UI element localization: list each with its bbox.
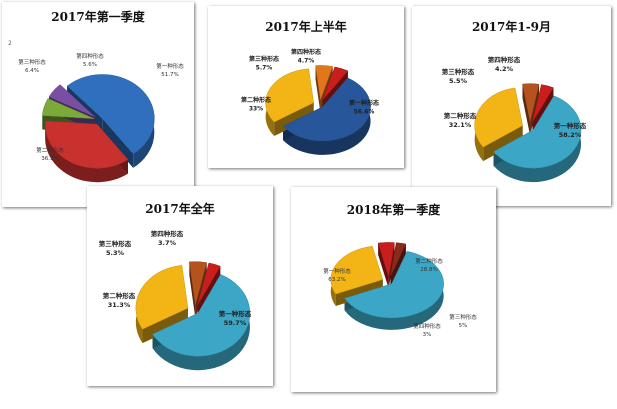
- pie-slice-edge-3: [189, 261, 196, 319]
- slice-value-label: 3.7%: [158, 239, 177, 247]
- slice-value-label: 4.7%: [298, 58, 315, 65]
- pie-slice-edge-3: [530, 84, 539, 136]
- slice-value-label: 31.3%: [108, 301, 131, 309]
- slice-label: 第二种形态: [103, 291, 136, 300]
- slice-value-label: 3%: [423, 332, 432, 338]
- pie-slice-3: [42, 98, 95, 119]
- pie-slice-1: [344, 251, 444, 319]
- pie-slice-3: [377, 242, 395, 277]
- slice-value-label: 5.3%: [106, 249, 125, 257]
- pie-slice-side-2: [45, 120, 128, 183]
- chart-title: 2017年1-9月: [471, 20, 552, 34]
- pie-slices: [265, 65, 371, 155]
- pie-slice-edge-4: [390, 244, 406, 289]
- stray-text: 2: [8, 40, 12, 47]
- chart-title: 2017年全年: [145, 202, 215, 216]
- slice-label: 第四种形态: [290, 48, 321, 56]
- slice-label: 第四种形态: [488, 55, 521, 64]
- pie-slice-edge-3: [315, 65, 321, 114]
- chart-panel-2018-q1: 2018年第一季度 第一种形态 63.2% 第二种形态 28.8% 第三种形态 5% 第四种…: [291, 187, 496, 392]
- chart-panel-2017-full-year: 2017年全年 第一种形态 59.7% 第二种形态 31.3% 第三种形态 5.3% 第四种…: [87, 186, 273, 386]
- slice-label: 第二种形态: [444, 111, 477, 120]
- slice-label: 第四种形态: [151, 229, 184, 238]
- slice-value-label: 4.2%: [495, 65, 514, 73]
- pie-slice-2: [265, 68, 314, 123]
- chart-panel-2017-h1: 2017年上半年 第一种形态 56.6% 第二种形态 33% 第三种形态 5.7% 第四种形…: [208, 6, 404, 168]
- pie-slice-4: [532, 84, 554, 123]
- pie-slice-edge-2: [483, 125, 523, 162]
- pie-slice-4: [390, 242, 407, 277]
- slice-value-label: 51.7%: [161, 72, 178, 78]
- pie-slice-4: [197, 262, 221, 306]
- slice-value-label: 5%: [459, 323, 468, 329]
- pie-slice-edge-3: [522, 84, 531, 136]
- slice-value-label: 5.6%: [83, 62, 97, 68]
- pie-slice-1: [493, 95, 582, 169]
- pie-slice-2: [135, 265, 189, 330]
- pie-slice-4: [322, 66, 349, 101]
- slice-value-label: 28.8%: [420, 267, 437, 273]
- pie-slice-2: [44, 120, 129, 169]
- pie-slice-2: [474, 87, 523, 148]
- slice-label: 第一种形态: [554, 121, 587, 130]
- slice-value-label: 32.1%: [449, 121, 472, 129]
- pie-slices: [474, 83, 582, 183]
- slice-label: 第三种形态: [248, 55, 279, 63]
- pie-slice-4: [48, 84, 96, 118]
- slice-label: 第二种形态: [240, 96, 271, 104]
- slice-label: 第二种形态: [36, 146, 64, 154]
- slice-value-label: 5.5%: [449, 77, 468, 85]
- slice-value-label: 6.4%: [25, 68, 39, 74]
- slice-label: 第二种形态: [415, 257, 443, 265]
- slice-value-label: 58.2%: [559, 131, 582, 139]
- slice-label: 第三种形态: [442, 67, 475, 76]
- slice-label: 第三种形态: [18, 58, 46, 66]
- slice-value-label: 33%: [249, 106, 263, 113]
- slice-value-label: 5.7%: [256, 65, 273, 72]
- pie-slices: [42, 74, 155, 183]
- pie-chart-2018-q1: 第一种形态 63.2% 第二种形态 28.8% 第三种形态 5% 第四种形态 3%: [323, 242, 477, 338]
- pie-slice-1: [152, 274, 251, 357]
- slice-label: 第一种形态: [156, 62, 184, 70]
- slice-label: 第三种形态: [449, 313, 477, 321]
- pie-chart-2017-q1: 第一种形态 51.7% 第二种形态 36.3% 第三种形态 6.4% 第四种形态 5.6%: [18, 52, 184, 183]
- pie-slice-edge-3: [388, 242, 395, 289]
- pie-slice-3: [315, 65, 333, 100]
- pie-slice-3: [189, 261, 207, 305]
- slice-label: 第四种形态: [413, 322, 441, 330]
- pie-slice-3: [522, 83, 540, 122]
- pie-slice-2: [330, 245, 384, 295]
- chart-title: 2017年上半年: [265, 20, 347, 34]
- slice-value-label: 59.7%: [224, 319, 247, 327]
- pie-slices: [135, 261, 251, 371]
- slice-value-label: 36.3%: [41, 156, 58, 162]
- slice-label: 第一种形态: [348, 99, 379, 107]
- slice-label: 第四种形态: [76, 52, 104, 60]
- chart-title: 2017年第一季度: [51, 10, 145, 24]
- pie-slice-edge-3: [378, 243, 389, 289]
- slice-label: 第三种形态: [99, 239, 132, 248]
- pie-slice-edge-2: [274, 102, 314, 137]
- chart-panel-2017-q1: 2017年第一季度 2 第一种形态 51.7% 第二种形态 36.3% 第三种形态 6.4…: [2, 2, 194, 207]
- chart-title: 2018年第一季度: [346, 203, 441, 217]
- slice-label: 第一种形态: [323, 267, 351, 275]
- pie-slice-1: [66, 74, 155, 155]
- pie-slice-1: [282, 77, 371, 142]
- pie-slice-edge-1: [102, 118, 134, 168]
- slice-value-label: 56.6%: [354, 109, 375, 116]
- slice-label: 第一种形态: [219, 309, 252, 318]
- chart-panel-2017-jan-sep: 2017年1-9月 第一种形态 58.2% 第二种形态 32.1% 第三种形态 5.5% 第…: [412, 6, 611, 206]
- slice-value-label: 63.2%: [328, 277, 345, 283]
- pie-slices: [330, 242, 444, 330]
- pie-chart-2017-h1: 第一种形态 56.6% 第二种形态 33% 第三种形态 5.7% 第四种形态 4.7%: [240, 48, 379, 155]
